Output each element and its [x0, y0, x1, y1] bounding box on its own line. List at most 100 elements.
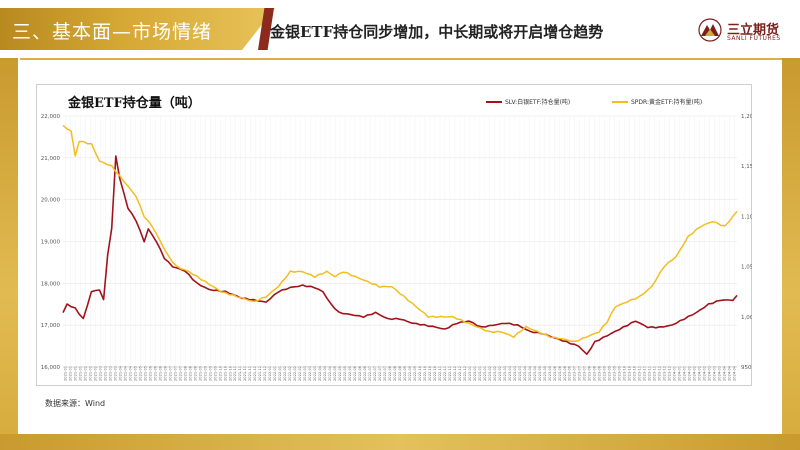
x-tick-label: 2024-01: [683, 366, 687, 381]
x-tick-label: 2023-06: [568, 365, 572, 381]
x-tick-label: 2023-05: [548, 366, 552, 381]
x-tick-label: 2021-08: [188, 365, 192, 381]
x-tick-label: 2023-06: [563, 365, 567, 381]
x-tick-label: 2023-11: [643, 366, 647, 381]
x-tick-label: 2022-02: [288, 366, 292, 381]
x-tick-label: 2023-06: [553, 365, 557, 381]
legend-swatch-slv: [486, 100, 502, 103]
x-tick-label: 2023-07: [573, 366, 577, 381]
section-title: 三、基本面—市场情绪: [12, 21, 213, 43]
x-tick-label: 2022-08: [398, 365, 402, 381]
x-tick-label: 2023-07: [578, 366, 582, 381]
x-tick-label: 2022-11: [443, 366, 447, 381]
x-tick-label: 2021-03: [98, 366, 102, 381]
x-tick-label: 2022-06: [358, 365, 362, 381]
x-tick-label: 2023-03: [508, 366, 512, 381]
x-tick-label: 2021-07: [168, 366, 172, 381]
x-tick-label: 2023-05: [538, 366, 542, 381]
y-left-tick-label: 19,000: [41, 240, 61, 246]
x-tick-label: 2023-10: [623, 365, 627, 381]
legend-label-spdr: SPDR:黄金ETF:持有量(吨): [631, 99, 703, 106]
logo-mountain-icon: [698, 18, 722, 42]
y-left-tick-label: 16,000: [41, 365, 61, 371]
x-tick-label: 2022-12: [458, 366, 462, 381]
x-tick-label: 2021-04: [128, 365, 132, 381]
x-tick-label: 2022-02: [293, 366, 297, 381]
x-tick-label: 2022-10: [418, 365, 422, 381]
y-right-tick-label: 1,000: [741, 315, 752, 321]
x-tick-label: 2021-07: [173, 366, 177, 381]
x-tick-label: 2024-02: [688, 366, 692, 381]
x-tick-label: 2022-05: [348, 366, 352, 381]
x-tick-label: 2021-09: [203, 365, 207, 381]
x-tick-label: 2023-12: [663, 366, 667, 381]
x-tick-label: 2021-03: [113, 366, 117, 381]
legend-swatch-spdr: [612, 100, 628, 103]
slide-headline: 金银ETF持仓同步增加，中长期或将开启增仓趋势: [270, 23, 604, 41]
x-tick-label: 2022-09: [413, 365, 417, 381]
x-tick-label: 2022-01: [273, 366, 277, 381]
x-tick-label: 2021-02: [88, 366, 92, 381]
x-tick-label: 2024-03: [713, 366, 717, 381]
x-tick-label: 2021-07: [178, 366, 182, 381]
x-tick-label: 2021-05: [143, 366, 147, 381]
frame-bottom: [0, 434, 800, 450]
y-right-tick-label: 1,100: [741, 214, 752, 220]
x-tick-label: 2023-01: [473, 366, 477, 381]
x-tick-label: 2024-01: [678, 366, 682, 381]
chart-title: 金银ETF持仓量（吨）: [68, 96, 201, 111]
x-tick-label: 2024-02: [698, 366, 702, 381]
x-tick-label: 2021-12: [258, 366, 262, 381]
x-tick-label: 2021-06: [158, 365, 162, 381]
x-tick-label: 2022-07: [383, 366, 387, 381]
x-tick-label: 2022-04: [328, 365, 332, 381]
x-tick-label: 2022-11: [448, 366, 452, 381]
x-tick-label: 2021-02: [93, 366, 97, 381]
x-tick-label: 2021-10: [223, 365, 227, 381]
x-tick-label: 2023-04: [528, 365, 532, 381]
x-tick-label: 2022-12: [463, 366, 467, 381]
x-tick-label: 2023-09: [603, 365, 607, 381]
frame-left: [0, 58, 18, 450]
x-tick-label: 2023-10: [628, 365, 632, 381]
x-tick-label: 2023-09: [608, 365, 612, 381]
x-tick-label: 2022-01: [278, 366, 282, 381]
x-tick-label: 2022-08: [388, 365, 392, 381]
legend-item-spdr: SPDR:黄金ETF:持有量(吨): [612, 97, 702, 106]
x-tick-label: 2022-05: [333, 366, 337, 381]
x-tick-label: 2021-04: [123, 365, 127, 381]
x-tick-label: 2023-07: [583, 366, 587, 381]
x-tick-label: 2022-09: [403, 365, 407, 381]
x-tick-label: 2021-01: [63, 366, 67, 381]
frame-right: [782, 58, 800, 450]
x-tick-label: 2022-04: [318, 365, 322, 381]
x-tick-label: 2021-03: [103, 366, 107, 381]
x-tick-label: 2022-03: [308, 366, 312, 381]
y-left-tick-label: 20,000: [41, 198, 61, 204]
x-tick-label: 2023-04: [523, 365, 527, 381]
y-right-tick-label: 1,050: [741, 265, 752, 271]
y-left-tick-label: 21,000: [41, 156, 61, 162]
x-tick-label: 2022-05: [343, 366, 347, 381]
x-tick-label: 2023-01: [483, 366, 487, 381]
x-tick-label: 2021-12: [263, 366, 267, 381]
y-right-tick-label: 1,150: [741, 164, 752, 170]
x-tick-label: 2022-09: [408, 365, 412, 381]
x-tick-label: 2023-08: [588, 365, 592, 381]
x-tick-label: 2022-08: [393, 365, 397, 381]
x-tick-label: 2024-04: [733, 365, 737, 381]
x-tick-label: 2022-06: [363, 365, 367, 381]
x-tick-label: 2021-01: [68, 366, 72, 381]
section-banner: [0, 8, 275, 50]
x-tick-label: 2023-09: [613, 365, 617, 381]
x-tick-label: 2022-03: [303, 366, 307, 381]
x-tick-label: 2021-09: [198, 365, 202, 381]
line-chart: 16,000 17,000 18,000 19,000 20,000 21,000 22,0…: [41, 114, 752, 381]
x-tick-label: 2024-02: [703, 366, 707, 381]
x-tick-label: 2021-09: [213, 365, 217, 381]
x-tick-label: 2022-11: [438, 366, 442, 381]
x-tick-label: 2023-11: [653, 366, 657, 381]
x-tick-label: 2023-09: [618, 365, 622, 381]
x-tick-label: 2022-07: [368, 366, 372, 381]
y-right-tick-label: 1,200: [741, 114, 752, 120]
